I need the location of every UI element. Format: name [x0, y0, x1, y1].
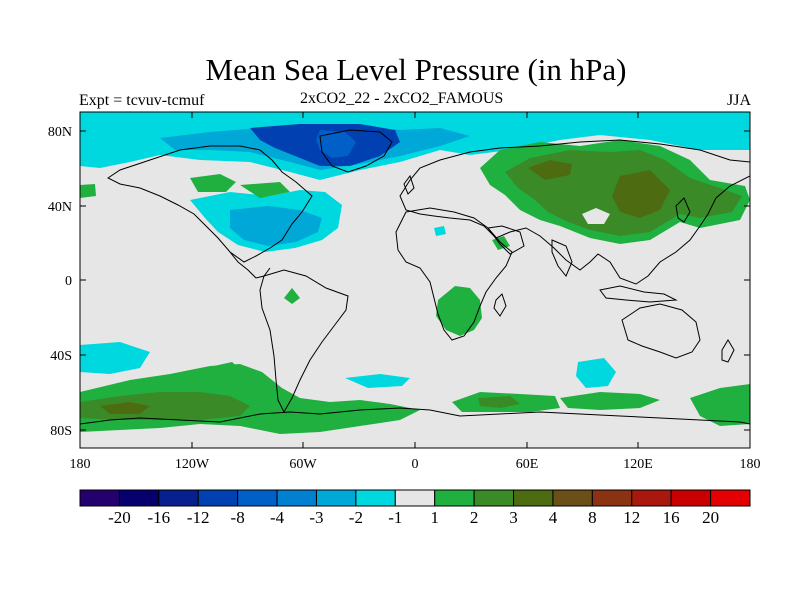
colorbar-swatch — [118, 489, 160, 507]
pacific-green-patch — [196, 362, 246, 384]
colorbar-label: 16 — [663, 508, 680, 527]
greenland-coast — [319, 129, 393, 173]
lon-label-180e: 180 — [740, 457, 761, 472]
colorbar-swatch — [158, 489, 199, 507]
lon-label-0: 0 — [412, 457, 419, 472]
colorbar-labels: -20 -16 -12 -8 -4 -3 -2 -1 1 2 3 4 8 12 16 20 — [108, 508, 719, 527]
north-america-coast — [107, 145, 313, 263]
colorbar-label: -12 — [187, 508, 210, 527]
new-zealand-coast — [721, 339, 735, 363]
atlantic-small-cyan — [434, 226, 446, 236]
colorbar-swatch — [552, 489, 593, 507]
lat-label-80n: 80N — [48, 125, 72, 140]
indian-ocean-olive-patch — [478, 396, 520, 408]
lon-label-120w: 120W — [175, 457, 210, 472]
colorbar-label: 12 — [623, 508, 640, 527]
colorbar — [79, 489, 751, 507]
figure-title: Mean Sea Level Pressure (in hPa) — [205, 52, 627, 87]
colorbar-swatch — [513, 489, 554, 507]
africa-coast — [395, 207, 513, 341]
lat-label-40n: 40N — [48, 200, 72, 215]
colorbar-swatch — [355, 489, 396, 507]
lat-ticks — [80, 130, 750, 431]
season-label: JJA — [726, 92, 751, 109]
colorbar-swatch — [670, 489, 712, 507]
uk-coast — [403, 174, 415, 195]
lat-label-80s: 80S — [50, 424, 72, 439]
south-america-green-patch — [284, 288, 300, 304]
lon-label-120e: 120E — [623, 457, 653, 472]
colorbar-label: 8 — [588, 508, 597, 527]
colorbar-swatch — [237, 489, 278, 507]
colorbar-label: 1 — [430, 508, 439, 527]
colorbar-swatch — [197, 489, 239, 507]
colorbar-swatch — [710, 489, 751, 507]
lon-tick-labels: 180 120W 60W 0 60E 120E 180 — [70, 457, 761, 472]
colorbar-label: -2 — [349, 508, 363, 527]
colorbar-swatch — [394, 489, 436, 507]
canada-green-patch — [240, 182, 290, 198]
australia-coast — [621, 303, 701, 359]
colorbar-label: 20 — [702, 508, 719, 527]
lon-label-60e: 60E — [516, 457, 539, 472]
lat-tick-labels: 80N 40N 0 40S 80S — [48, 125, 72, 439]
india-coast — [551, 239, 573, 277]
greenland-core-region — [316, 130, 356, 158]
colorbar-swatch — [473, 489, 515, 507]
colorbar-label: 4 — [549, 508, 558, 527]
colorbar-label: -20 — [108, 508, 131, 527]
map-panel — [80, 112, 750, 448]
comparison-label: 2xCO2_22 - 2xCO2_FAMOUS — [300, 90, 504, 107]
arctic-cyan-fringe — [100, 148, 140, 160]
southern-ocean-dark-core — [100, 402, 150, 414]
south-america-coast — [259, 269, 349, 414]
coastlines — [80, 129, 750, 425]
lat-label-0: 0 — [65, 274, 72, 289]
antarctica-coast — [80, 407, 750, 425]
arabia-coast — [487, 225, 525, 255]
lon-ticks — [191, 112, 639, 448]
lon-label-180w: 180 — [70, 457, 91, 472]
indonesia-coast — [599, 285, 678, 303]
colorbar-label: -3 — [309, 508, 323, 527]
east-asia-dark-core — [612, 170, 670, 218]
colorbar-label: -4 — [270, 508, 285, 527]
madagascar-coast — [493, 293, 507, 317]
atlantic-green-patch — [80, 184, 96, 198]
indian-ocean-cyan-region — [576, 358, 616, 388]
colorbar-swatch — [631, 489, 672, 507]
australia-south-green-band — [560, 392, 660, 410]
colorbar-label: 2 — [470, 508, 479, 527]
colorbar-swatch — [315, 489, 357, 507]
central-america-coast — [229, 251, 271, 279]
lon-label-60w: 60W — [289, 457, 317, 472]
north-america-green-patch — [190, 174, 236, 192]
southern-pacific-cyan-region — [80, 342, 150, 374]
colorbar-swatch — [591, 489, 633, 507]
colorbar-label: -8 — [231, 508, 245, 527]
south-atlantic-cyan-region — [345, 374, 410, 388]
japan-coast — [675, 197, 691, 223]
lat-label-40s: 40S — [50, 349, 72, 364]
colorbar-label: -16 — [147, 508, 170, 527]
colorbar-swatch — [276, 489, 317, 507]
colorbar-swatch — [79, 489, 120, 507]
experiment-label: Expt = tcvuv-tcmuf — [79, 92, 205, 109]
colorbar-label: -1 — [388, 508, 402, 527]
colorbar-swatch — [434, 489, 475, 507]
southern-africa-green-region — [436, 286, 482, 336]
colorbar-label: 3 — [509, 508, 518, 527]
siberia-dark-core — [528, 160, 572, 180]
southern-pacific-green-patch — [690, 384, 750, 426]
central-asia-gap — [582, 208, 610, 224]
